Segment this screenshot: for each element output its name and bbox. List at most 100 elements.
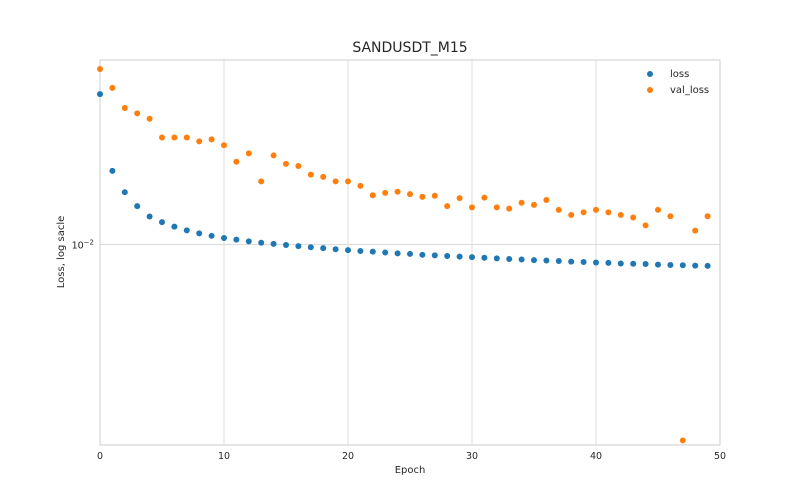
loss-point	[555, 258, 562, 265]
x-tick-label: 40	[590, 451, 602, 462]
loss-point	[593, 259, 599, 266]
val-loss-point	[506, 205, 513, 212]
legend-marker-val-loss	[647, 87, 653, 93]
legend: loss val_loss	[647, 69, 709, 96]
val-loss-point	[394, 188, 401, 195]
x-tick-label: 0	[97, 451, 103, 462]
val-loss-point	[357, 182, 364, 189]
val-loss-point	[481, 194, 488, 201]
val-loss-point	[183, 134, 190, 141]
loss-point	[295, 243, 302, 250]
loss-point	[307, 244, 314, 251]
loss-point	[692, 262, 699, 269]
loss-point	[258, 239, 265, 246]
loss-point	[617, 260, 624, 267]
val-loss-point	[171, 134, 178, 141]
val-loss-point	[531, 201, 537, 208]
loss-point	[283, 242, 289, 249]
val-loss-point	[109, 84, 116, 91]
loss-point	[456, 253, 463, 260]
loss-point	[221, 235, 227, 242]
loss-point	[667, 261, 674, 268]
val-loss-point	[493, 204, 500, 211]
y-tick-label: 10−2	[72, 238, 94, 251]
val-loss-point	[146, 115, 153, 122]
series-val-loss	[97, 65, 711, 444]
y-tick-labels: 10−2	[72, 238, 94, 251]
loss-point	[332, 246, 339, 253]
val-loss-point	[270, 152, 277, 159]
loss-point	[109, 167, 116, 174]
val-loss-point	[332, 178, 339, 185]
val-loss-point	[543, 197, 550, 204]
y-axis-label: Loss, log sacle	[56, 216, 67, 288]
val-loss-point	[134, 110, 141, 117]
loss-point	[444, 252, 451, 259]
loss-point	[382, 249, 389, 256]
val-loss-point	[605, 209, 612, 216]
val-loss-point	[456, 195, 463, 202]
loss-point	[208, 232, 215, 239]
val-loss-point	[97, 65, 103, 72]
loss-point	[518, 256, 525, 263]
x-tick-label: 10	[218, 451, 230, 462]
val-loss-point	[121, 105, 128, 112]
loss-point	[407, 250, 413, 257]
val-loss-point	[345, 178, 351, 185]
loss-point	[97, 91, 103, 98]
loss-point	[357, 248, 364, 255]
val-loss-point	[307, 171, 314, 178]
val-loss-point	[320, 173, 327, 180]
val-loss-point	[369, 192, 376, 199]
loss-point	[493, 255, 500, 262]
val-loss-point	[692, 227, 699, 234]
loss-point	[394, 250, 401, 257]
loss-point	[245, 238, 252, 245]
val-loss-point	[617, 211, 624, 218]
loss-point	[320, 245, 327, 252]
x-tick-label: 30	[466, 451, 478, 462]
val-loss-point	[382, 189, 389, 196]
loss-point	[679, 262, 686, 269]
y-tick-exponent: −2	[84, 238, 94, 246]
y-tick-base: 10	[72, 240, 84, 251]
series-loss	[97, 91, 711, 269]
loss-point	[183, 227, 190, 234]
loss-point	[345, 247, 351, 254]
loss-point	[655, 261, 661, 268]
data-points	[97, 65, 711, 444]
val-loss-point	[283, 160, 289, 167]
val-loss-point	[518, 199, 525, 206]
val-loss-point	[208, 136, 215, 143]
val-loss-point	[630, 214, 637, 221]
loss-point	[531, 257, 537, 264]
loss-point	[196, 230, 203, 237]
loss-point	[233, 236, 240, 243]
x-tick-label: 20	[342, 451, 354, 462]
val-loss-point	[667, 213, 674, 220]
x-tick-labels: 0 10 20 30 40 50	[97, 451, 726, 462]
loss-point	[121, 189, 128, 196]
val-loss-point	[568, 211, 575, 218]
loss-point	[134, 203, 141, 210]
val-loss-point	[444, 203, 451, 210]
val-loss-point	[642, 222, 649, 229]
val-loss-point	[593, 206, 599, 213]
loss-point	[159, 219, 165, 226]
val-loss-point	[419, 193, 426, 200]
legend-label-loss: loss	[670, 69, 689, 80]
val-loss-point	[580, 209, 587, 216]
val-loss-point	[407, 191, 413, 198]
val-loss-point	[196, 138, 203, 145]
plot-frame	[99, 59, 721, 446]
loss-point	[506, 255, 513, 262]
val-loss-point	[159, 134, 165, 141]
val-loss-point	[245, 150, 252, 157]
loss-point	[568, 258, 575, 265]
loss-point	[605, 259, 612, 266]
val-loss-point	[704, 213, 711, 220]
val-loss-point	[555, 206, 562, 213]
val-loss-point	[679, 437, 686, 444]
loss-point	[419, 251, 426, 258]
